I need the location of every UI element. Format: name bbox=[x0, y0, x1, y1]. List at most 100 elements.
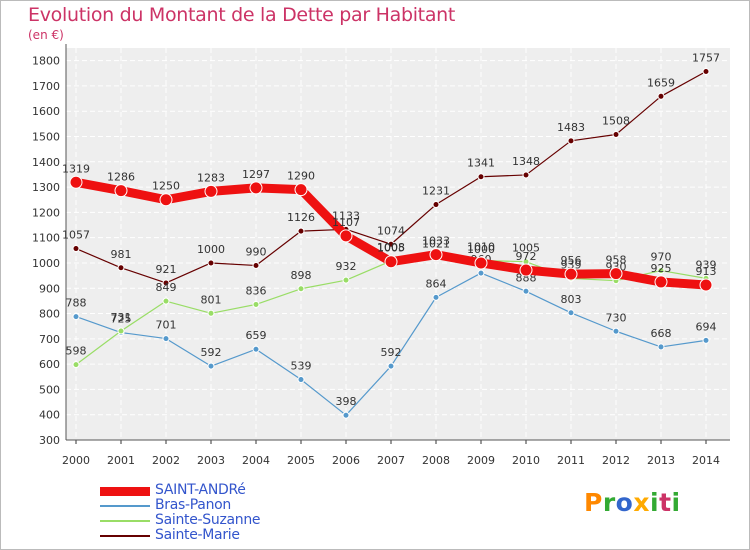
plot-area bbox=[66, 48, 730, 440]
data-label: 1341 bbox=[467, 157, 495, 170]
data-label: 990 bbox=[246, 245, 267, 258]
x-tick-label: 2012 bbox=[602, 454, 630, 467]
legend-swatch bbox=[100, 535, 150, 537]
data-point bbox=[432, 201, 440, 209]
data-label: 1286 bbox=[107, 171, 135, 184]
data-point bbox=[162, 335, 170, 343]
data-label: 1033 bbox=[422, 235, 450, 248]
data-label: 1250 bbox=[152, 180, 180, 193]
legend-label: Sainte-Marie bbox=[155, 527, 240, 543]
x-tick-label: 2000 bbox=[62, 454, 90, 467]
data-label: 1283 bbox=[197, 171, 225, 184]
data-label: 398 bbox=[336, 395, 357, 408]
data-label: 1757 bbox=[692, 52, 720, 65]
x-tick-label: 2005 bbox=[287, 454, 315, 467]
series-sainte-marie: 1057 981 921 1000 990 1126 1133 1074 1231 1341 134… bbox=[62, 52, 720, 287]
data-point bbox=[702, 336, 710, 344]
data-label: 925 bbox=[651, 262, 672, 275]
legend-label: Sainte-Suzanne bbox=[155, 512, 261, 528]
data-label: 730 bbox=[606, 311, 627, 324]
data-point bbox=[432, 293, 440, 301]
data-point bbox=[387, 240, 395, 248]
data-point bbox=[699, 278, 713, 292]
y-tick-label: 1000 bbox=[32, 257, 60, 270]
data-point bbox=[252, 300, 260, 308]
y-tick-label: 900 bbox=[39, 282, 60, 295]
data-point bbox=[162, 279, 170, 287]
data-point bbox=[204, 184, 218, 198]
data-point bbox=[297, 227, 305, 235]
data-label: 1483 bbox=[557, 121, 585, 134]
legend-swatch bbox=[100, 520, 150, 522]
x-tick-label: 2002 bbox=[152, 454, 180, 467]
x-tick-label: 2013 bbox=[647, 454, 675, 467]
data-label: 1133 bbox=[332, 209, 360, 222]
x-tick-label: 2003 bbox=[197, 454, 225, 467]
x-tick-label: 2006 bbox=[332, 454, 360, 467]
logo-letter: r bbox=[602, 488, 616, 517]
data-point bbox=[477, 269, 485, 277]
data-label: 592 bbox=[201, 346, 222, 359]
data-point bbox=[69, 175, 83, 189]
y-tick-label: 1700 bbox=[32, 80, 60, 93]
data-point bbox=[339, 229, 353, 243]
data-point bbox=[117, 264, 125, 272]
data-label: 1005 bbox=[512, 242, 540, 255]
data-point bbox=[657, 267, 665, 275]
data-label: 788 bbox=[66, 297, 87, 310]
data-point bbox=[342, 411, 350, 419]
y-tick-label: 400 bbox=[39, 409, 60, 422]
x-tick-label: 2008 bbox=[422, 454, 450, 467]
data-label: 801 bbox=[201, 293, 222, 306]
logo-letter: P bbox=[584, 488, 603, 517]
data-label: 731 bbox=[111, 311, 132, 324]
data-label: 1000 bbox=[467, 243, 495, 256]
x-tick-label: 2001 bbox=[107, 454, 135, 467]
data-label: 1008 bbox=[377, 241, 405, 254]
data-label: 1010 bbox=[467, 240, 495, 253]
series-saint-andre: 1319 1286 1250 1283 1297 1290 1107 1005 1033 1000… bbox=[62, 162, 717, 292]
data-point bbox=[387, 362, 395, 370]
data-point bbox=[249, 181, 263, 195]
data-point bbox=[72, 361, 80, 369]
y-tick-label: 700 bbox=[39, 333, 60, 346]
data-label: 539 bbox=[291, 360, 312, 373]
logo-letter: i bbox=[650, 488, 660, 517]
data-label: 1659 bbox=[647, 76, 675, 89]
data-label: 972 bbox=[516, 250, 537, 263]
data-label: 1074 bbox=[377, 224, 405, 237]
data-point bbox=[207, 259, 215, 267]
y-tick-label: 1800 bbox=[32, 55, 60, 68]
data-label: 1508 bbox=[602, 114, 630, 127]
data-point bbox=[657, 343, 665, 351]
data-point bbox=[702, 68, 710, 76]
data-label: 939 bbox=[696, 258, 717, 271]
data-label: 898 bbox=[291, 269, 312, 282]
data-label: 659 bbox=[246, 329, 267, 342]
logo-letter: x bbox=[633, 488, 650, 517]
x-tick-label: 2011 bbox=[557, 454, 585, 467]
y-tick-label: 600 bbox=[39, 358, 60, 371]
data-point bbox=[522, 171, 530, 179]
y-tick-label: 1300 bbox=[32, 181, 60, 194]
y-tick-label: 1100 bbox=[32, 232, 60, 245]
data-label: 701 bbox=[156, 319, 177, 332]
x-tick-label: 2014 bbox=[692, 454, 720, 467]
data-point bbox=[474, 256, 488, 270]
y-tick-label: 300 bbox=[39, 434, 60, 447]
logo-letter: o bbox=[615, 488, 634, 517]
data-label: 970 bbox=[651, 251, 672, 264]
data-point bbox=[72, 313, 80, 321]
data-label: 694 bbox=[696, 320, 717, 333]
data-label: 864 bbox=[426, 277, 447, 290]
data-label: 836 bbox=[246, 284, 267, 297]
data-point bbox=[207, 362, 215, 370]
data-label: 921 bbox=[156, 263, 177, 276]
x-tick-label: 2004 bbox=[242, 454, 270, 467]
data-label: 1057 bbox=[62, 229, 90, 242]
data-label: 1231 bbox=[422, 185, 450, 198]
data-point bbox=[294, 183, 308, 197]
x-tick-label: 2007 bbox=[377, 454, 405, 467]
data-point bbox=[117, 327, 125, 335]
data-label: 956 bbox=[561, 254, 582, 267]
